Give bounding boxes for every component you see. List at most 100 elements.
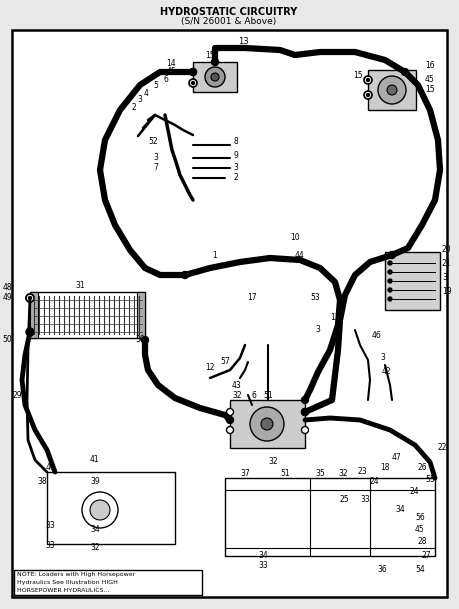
Circle shape	[27, 328, 34, 336]
Text: 28: 28	[418, 538, 427, 546]
Bar	[230, 400, 305, 448]
Text: 15: 15	[353, 71, 363, 80]
Text: 22: 22	[438, 443, 448, 452]
Text: 31: 31	[75, 281, 85, 289]
Text: 14: 14	[166, 60, 176, 68]
Text: 16: 16	[425, 60, 435, 69]
Text: 17: 17	[247, 294, 257, 303]
Text: 32: 32	[90, 543, 100, 552]
Text: 33: 33	[45, 521, 55, 529]
Circle shape	[190, 68, 196, 76]
Circle shape	[388, 252, 396, 258]
Bar	[30, 292, 145, 338]
Text: 35: 35	[315, 470, 325, 479]
Text: 46: 46	[372, 331, 382, 339]
Text: 10: 10	[290, 233, 300, 242]
Text: 48: 48	[2, 284, 12, 292]
Text: 29: 29	[12, 390, 22, 400]
Circle shape	[226, 417, 234, 423]
Bar	[193, 62, 237, 92]
Text: 54: 54	[415, 566, 425, 574]
Circle shape	[366, 94, 369, 96]
Text: 45: 45	[425, 76, 435, 85]
Text: 6: 6	[252, 392, 257, 401]
Circle shape	[226, 426, 234, 434]
Text: 33: 33	[258, 560, 268, 569]
Text: 7: 7	[153, 163, 158, 172]
Text: 13: 13	[238, 38, 248, 46]
Circle shape	[212, 58, 218, 66]
Bar	[137, 292, 145, 338]
Text: 20: 20	[442, 245, 452, 255]
Text: 45: 45	[415, 526, 425, 535]
Text: 36: 36	[377, 566, 387, 574]
Circle shape	[250, 407, 284, 441]
Circle shape	[226, 409, 234, 415]
Circle shape	[388, 297, 392, 301]
Bar	[14, 570, 202, 595]
Circle shape	[387, 85, 397, 95]
Text: 52: 52	[148, 138, 158, 147]
Text: 34: 34	[395, 505, 405, 515]
Text: 51: 51	[280, 470, 290, 479]
Circle shape	[366, 79, 369, 82]
Circle shape	[26, 294, 34, 302]
Text: 3: 3	[442, 273, 447, 283]
Text: HYDROSTATIC CIRCUITRY: HYDROSTATIC CIRCUITRY	[160, 7, 297, 17]
Circle shape	[302, 426, 308, 434]
Circle shape	[181, 272, 189, 278]
Text: 26: 26	[418, 463, 428, 473]
Circle shape	[28, 297, 32, 300]
Text: 47: 47	[392, 454, 402, 462]
Text: 3: 3	[315, 325, 320, 334]
Bar	[225, 478, 435, 556]
Circle shape	[364, 76, 372, 84]
Circle shape	[388, 279, 392, 283]
Text: 1: 1	[213, 250, 218, 259]
Text: 42: 42	[382, 367, 392, 376]
Text: 53: 53	[310, 294, 320, 303]
Text: 49: 49	[2, 294, 12, 303]
Text: 38: 38	[37, 477, 47, 487]
Text: 8: 8	[233, 138, 238, 147]
Circle shape	[82, 492, 118, 528]
Circle shape	[388, 261, 392, 265]
Text: 32: 32	[338, 470, 347, 479]
Text: NOTE: Loaders with High Horsepower: NOTE: Loaders with High Horsepower	[17, 572, 135, 577]
Text: 43: 43	[232, 381, 242, 390]
Text: 51: 51	[263, 392, 273, 401]
Text: 32: 32	[232, 392, 241, 401]
Circle shape	[189, 79, 197, 87]
Circle shape	[364, 77, 371, 83]
Text: 11: 11	[330, 314, 340, 323]
Text: 37: 37	[240, 470, 250, 479]
Text: 41: 41	[90, 456, 100, 465]
Circle shape	[190, 68, 196, 76]
Text: 50: 50	[2, 336, 12, 345]
Text: Hydraulics See Illustration HIGH: Hydraulics See Illustration HIGH	[17, 580, 118, 585]
Circle shape	[388, 288, 392, 292]
Circle shape	[141, 337, 149, 343]
Text: 2: 2	[131, 104, 136, 113]
Text: 44: 44	[295, 250, 305, 259]
Text: 21: 21	[442, 259, 452, 269]
Text: 34: 34	[258, 551, 268, 560]
Text: 9: 9	[233, 150, 238, 160]
Text: 57: 57	[220, 357, 230, 367]
Text: 19: 19	[442, 287, 452, 297]
Circle shape	[90, 500, 110, 520]
Circle shape	[191, 82, 195, 85]
Circle shape	[302, 409, 308, 415]
Bar	[47, 472, 175, 544]
Text: 4: 4	[143, 88, 148, 97]
Text: 15: 15	[425, 85, 435, 94]
Text: 25: 25	[340, 496, 350, 504]
Text: 33: 33	[45, 541, 55, 549]
Circle shape	[364, 91, 371, 99]
Text: 34: 34	[90, 526, 100, 535]
Text: 39: 39	[90, 477, 100, 487]
Bar	[385, 252, 440, 310]
Text: 3: 3	[233, 163, 238, 172]
Text: (S/N 26001 & Above): (S/N 26001 & Above)	[181, 17, 277, 26]
Circle shape	[378, 76, 406, 104]
